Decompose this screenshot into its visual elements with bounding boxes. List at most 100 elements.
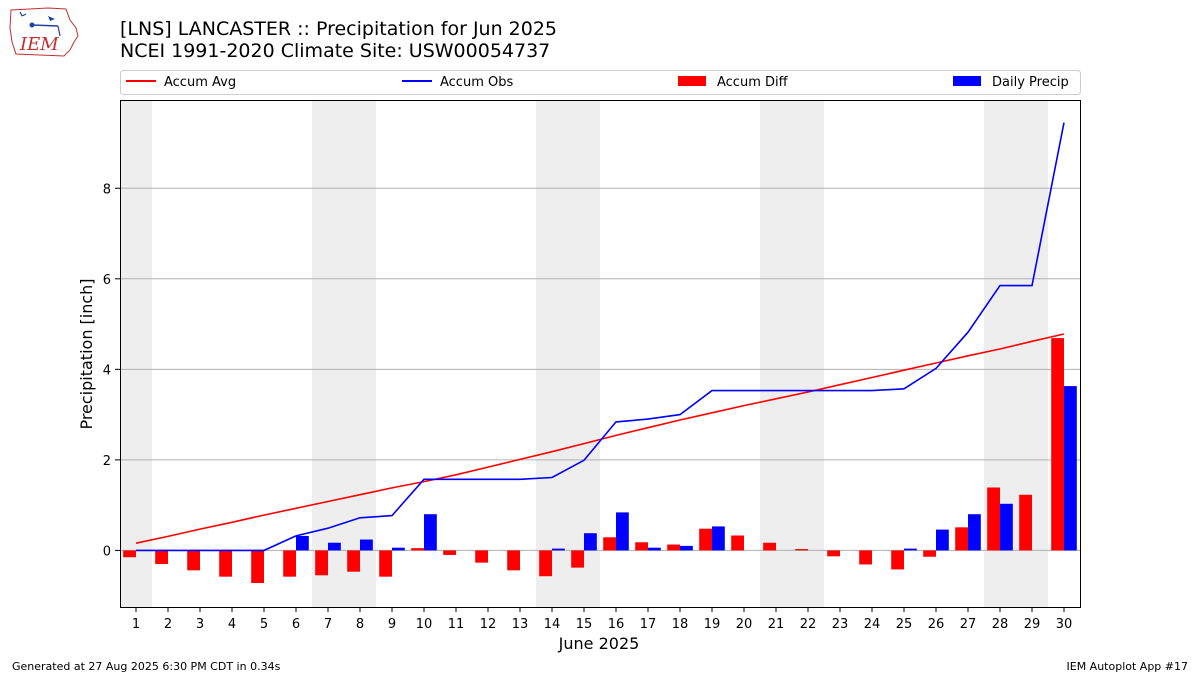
daily-bar-15 — [584, 533, 597, 551]
x-tick-label-27: 27 — [960, 617, 977, 632]
diff-bar-4 — [219, 550, 232, 577]
daily-bar-26 — [936, 529, 949, 551]
legend: Accum Avg Accum Obs Accum Diff Daily Pre… — [120, 70, 1081, 95]
x-tick-label-11: 11 — [448, 617, 465, 632]
x-tick-label-30: 30 — [1056, 617, 1073, 632]
legend-box — [120, 70, 1081, 95]
x-tick-label-10: 10 — [416, 617, 433, 632]
gridlines — [120, 187, 1080, 551]
daily-bar-19 — [712, 526, 725, 551]
y-axis: 0 2 4 6 8 — [103, 182, 120, 559]
weekend-band-7 — [312, 100, 344, 607]
x-tick-label-5: 5 — [260, 617, 268, 632]
weekend-band-21 — [760, 100, 792, 607]
x-tick-label-28: 28 — [992, 617, 1009, 632]
diff-bar-30 — [1051, 338, 1064, 551]
daily-bar-8 — [360, 539, 373, 551]
legend-swatch-accum-diff — [678, 76, 706, 86]
diff-bar-11 — [443, 550, 456, 555]
x-tick-label-23: 23 — [832, 617, 849, 632]
diff-bar-25 — [891, 550, 904, 570]
diff-bar-8 — [347, 550, 360, 572]
y-tick-label-2: 2 — [103, 454, 111, 469]
x-tick-label-1: 1 — [132, 617, 140, 632]
chart-subtitle: NCEI 1991-2020 Climate Site: USW00054737 — [120, 40, 551, 62]
daily-bar-6 — [296, 535, 309, 551]
weekend-band-14 — [536, 100, 568, 607]
lines — [135, 122, 1065, 552]
diff-bar-27 — [955, 527, 968, 551]
diff-bar-26 — [923, 550, 936, 557]
legend-swatch-daily-precip — [953, 76, 981, 86]
y-tick-label-6: 6 — [103, 273, 111, 288]
daily-bar-18 — [680, 545, 693, 551]
x-tick-label-2: 2 — [164, 617, 172, 632]
x-tick-label-22: 22 — [800, 617, 817, 632]
diff-bar-28 — [987, 487, 1000, 551]
daily-bar-28 — [1000, 503, 1013, 551]
diff-bar-2 — [155, 550, 168, 564]
y-tick-label-0: 0 — [103, 544, 111, 559]
x-tick-label-6: 6 — [292, 617, 300, 632]
diff-bar-21 — [763, 542, 776, 551]
x-tick-label-13: 13 — [512, 617, 529, 632]
daily-bar-14 — [552, 548, 565, 551]
x-tick-label-8: 8 — [356, 617, 364, 632]
x-tick-label-25: 25 — [896, 617, 913, 632]
x-tick-label-24: 24 — [864, 617, 881, 632]
legend-label-accum-avg: Accum Avg — [164, 75, 236, 90]
x-tick-label-17: 17 — [640, 617, 657, 632]
daily-bar-17 — [648, 547, 661, 551]
x-tick-label-9: 9 — [388, 617, 396, 632]
x-tick-label-29: 29 — [1024, 617, 1041, 632]
x-tick-label-4: 4 — [228, 617, 236, 632]
diff-bar-9 — [379, 550, 392, 577]
x-tick-label-18: 18 — [672, 617, 689, 632]
diff-bar-20 — [731, 535, 744, 551]
diff-bar-17 — [635, 542, 648, 551]
diff-bar-15 — [571, 550, 584, 568]
x-tick-label-12: 12 — [480, 617, 497, 632]
legend-label-accum-diff: Accum Diff — [717, 75, 789, 90]
weekend-shading — [120, 100, 1048, 607]
daily-bar-25 — [904, 548, 917, 551]
daily-bar-27 — [968, 514, 981, 551]
daily-bar-16 — [616, 512, 629, 551]
weekend-band-22 — [792, 100, 824, 607]
weekend-band-8 — [344, 100, 376, 607]
daily-bar-30 — [1064, 386, 1077, 551]
footer-app: IEM Autoplot App #17 — [1066, 660, 1189, 673]
diff-bar-7 — [315, 550, 328, 576]
diff-bar-12 — [475, 550, 488, 563]
x-tick-label-20: 20 — [736, 617, 753, 632]
chart-title: [LNS] LANCASTER :: Precipitation for Jun… — [120, 18, 558, 40]
legend-label-daily-precip: Daily Precip — [992, 75, 1069, 90]
x-tick-label-19: 19 — [704, 617, 721, 632]
weekend-band-15 — [568, 100, 600, 607]
daily-bar-9 — [392, 547, 405, 551]
diff-bar-19 — [699, 528, 712, 551]
x-tick-label-26: 26 — [928, 617, 945, 632]
y-tick-label-8: 8 — [103, 182, 111, 197]
footer-generated: Generated at 27 Aug 2025 6:30 PM CDT in … — [12, 660, 281, 673]
y-axis-label: Precipitation [inch] — [77, 278, 96, 429]
x-axis-label: June 2025 — [558, 634, 640, 653]
x-tick-label-14: 14 — [544, 617, 561, 632]
diff-bar-5 — [251, 550, 264, 584]
x-tick-label-16: 16 — [608, 617, 625, 632]
diff-bar-13 — [507, 550, 520, 571]
logo-text: IEM — [19, 34, 59, 55]
diff-bar-16 — [603, 537, 616, 551]
iem-logo: IEM — [9, 7, 79, 57]
x-axis: 1 2 3 4 5 6 7 8 9 10 11 12 13 14 15 16 17 18 19 20 21 22 23 24 2… — [132, 607, 1072, 632]
y-tick-label-4: 4 — [103, 363, 111, 378]
diff-bar-1 — [123, 550, 136, 558]
daily-bar-10 — [424, 514, 437, 551]
diff-bar-23 — [827, 550, 840, 557]
diff-bar-14 — [539, 550, 552, 577]
daily-bar-7 — [328, 542, 341, 551]
x-tick-label-3: 3 — [196, 617, 204, 632]
x-tick-label-21: 21 — [768, 617, 785, 632]
diff-bar-3 — [187, 550, 200, 571]
